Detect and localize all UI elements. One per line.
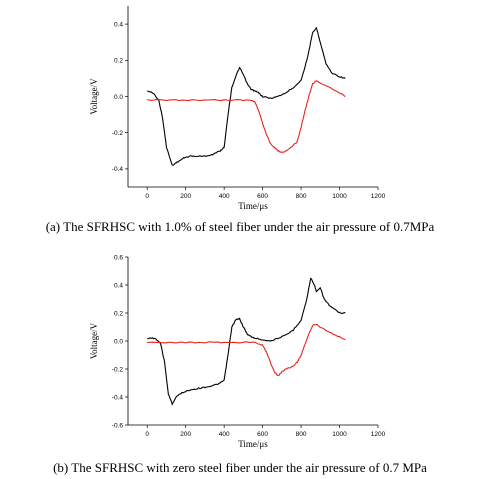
chart-1-y-tick-label: 0.0	[114, 94, 123, 101]
chart-1-y-tick-label: -0.4	[112, 166, 124, 173]
chart-a: 0 200 400 600 800 1000 1200 -0.4 -0.2 0.0 0.2 0.4 Ti…	[89, 6, 386, 211]
chart-2-y-tick-label: -0.4	[112, 394, 124, 401]
chart-1-series-1-line	[147, 27, 346, 166]
chart-2-y-tick-label: -0.6	[112, 422, 124, 429]
chart-2-y-tick-label: 0.6	[114, 254, 123, 261]
chart-b: 0 200 400 600 800 1000 1200 -0.6 -0.4 -0.2 0.0 0.2 0…	[89, 254, 386, 449]
chart-2-x-tick-label: 200	[180, 431, 191, 438]
chart-2-y-tick-label: 0.2	[114, 310, 123, 317]
chart-1-y-axis-label: Voltage/V	[89, 78, 99, 115]
chart-1-x-tick-label: 600	[257, 193, 268, 200]
chart-2-y-axis-label: Voltage/V	[89, 322, 99, 359]
chart-2-x-tick-label: 1000	[332, 431, 347, 438]
chart-1-x-tick-label: 400	[219, 193, 230, 200]
chart-2-series-2-line	[147, 323, 346, 377]
chart-2-series-1-line	[147, 277, 346, 406]
chart-1-series-2-line	[147, 80, 346, 154]
chart-1-x-tick-label: 1000	[332, 193, 347, 200]
chart-1-x-axis-label: Time/μs	[238, 201, 268, 211]
caption-b: (b) The SFRHSC with zero steel fiber und…	[53, 460, 427, 475]
chart-2-x-tick-label: 800	[296, 431, 307, 438]
chart-1-x-tick-label: 200	[180, 193, 191, 200]
chart-2-x-tick-label: 1200	[371, 431, 386, 438]
chart-2-y-tick-label: 0.0	[114, 338, 123, 345]
chart-2-x-tick-label: 600	[257, 431, 268, 438]
chart-2-x-tick-label: 0	[145, 431, 149, 438]
chart-1-x-tick-label: 800	[296, 193, 307, 200]
caption-a: (a) The SFRHSC with 1.0% of steel fiber …	[45, 219, 435, 234]
chart-2-y-tick-label: -0.2	[112, 366, 124, 373]
chart-2-x-axis-label: Time/μs	[238, 439, 268, 449]
chart-2-y-tick-label: 0.4	[114, 282, 123, 289]
chart-2-x-tick-label: 400	[219, 431, 230, 438]
chart-1-x-tick-label: 0	[145, 193, 149, 200]
chart-1-x-tick-label: 1200	[371, 193, 386, 200]
chart-1-y-tick-label: 0.4	[114, 21, 123, 28]
chart-1-y-tick-label: 0.2	[114, 58, 123, 65]
chart-1-y-tick-label: -0.2	[112, 130, 124, 137]
